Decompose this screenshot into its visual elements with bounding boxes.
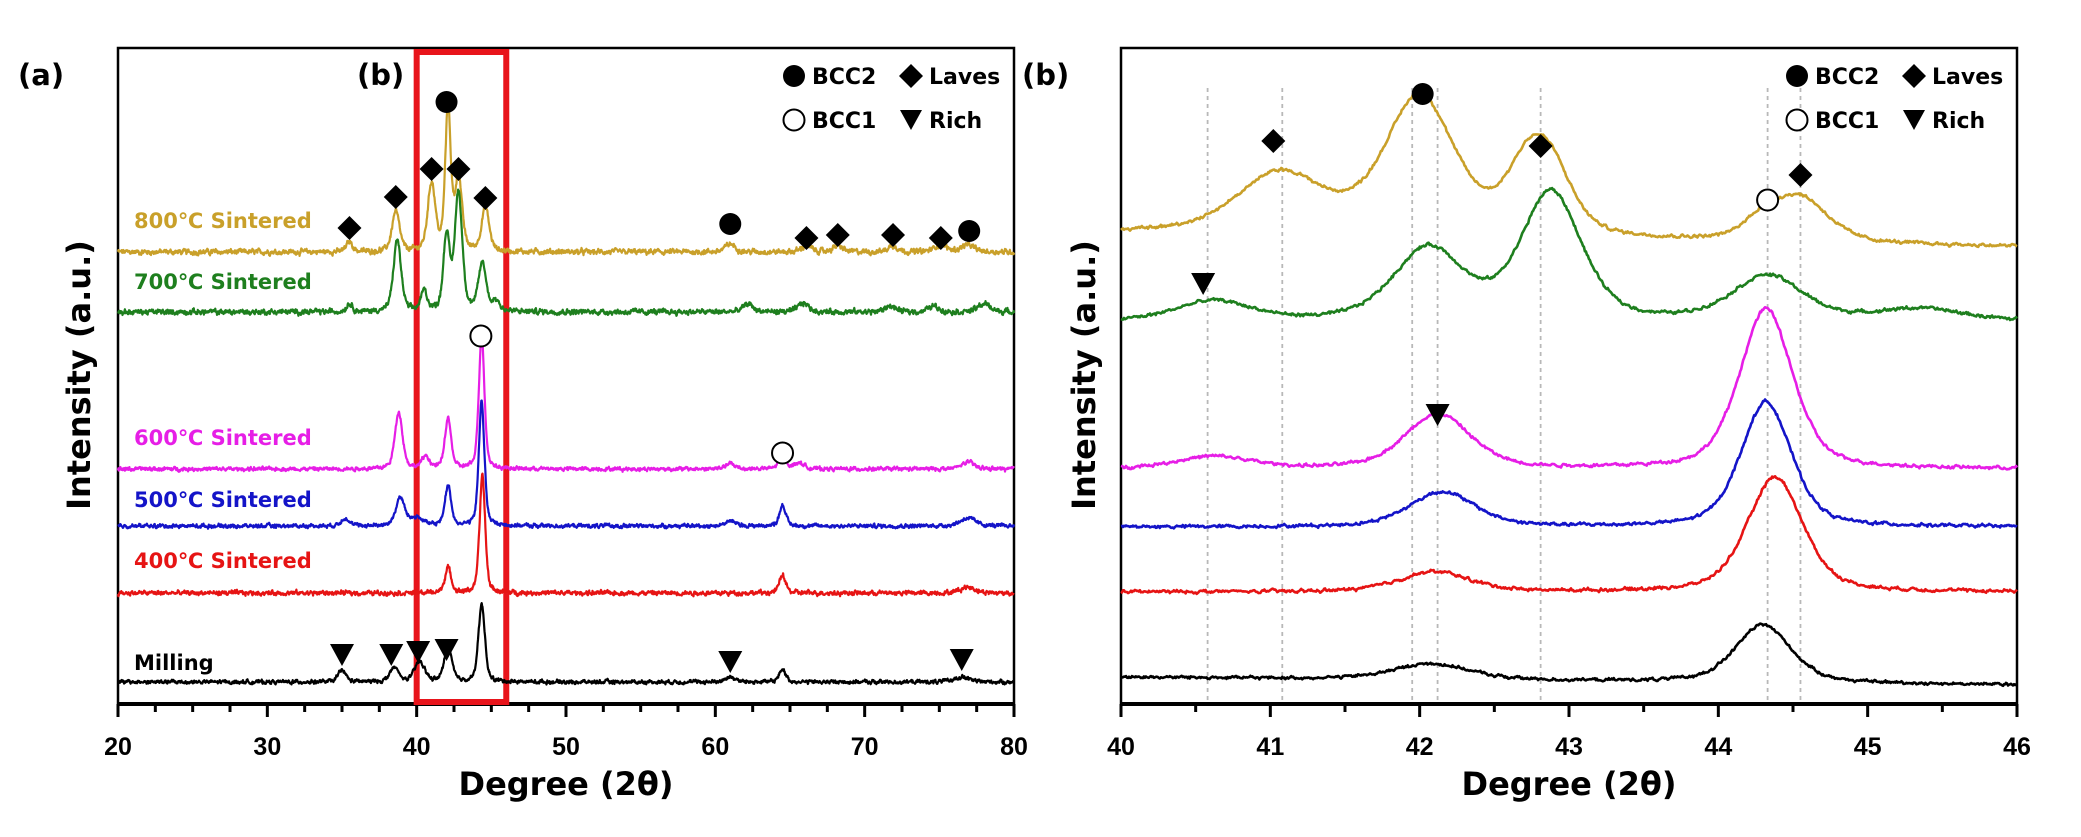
laves-marker — [825, 223, 850, 247]
series-line-500-sintered — [117, 399, 1016, 530]
rich-marker — [330, 644, 354, 666]
laves-marker — [337, 216, 362, 240]
series-line-400-sintered — [1120, 475, 2018, 596]
series-line-milling — [1120, 622, 2018, 688]
legend-bcc2-label: BCC2 — [812, 65, 876, 90]
panel-b-legend — [1785, 64, 1926, 132]
legend-bcc1-icon — [782, 108, 806, 132]
bcc2-marker — [435, 91, 458, 113]
rich-marker — [434, 639, 459, 661]
x-tick-label: 80 — [1000, 733, 1028, 761]
zoom-region-box — [413, 49, 510, 705]
rich-marker — [949, 649, 974, 671]
rich-marker — [406, 641, 431, 663]
laves-marker — [1528, 134, 1553, 158]
series-label-600: 600℃ Sintered — [134, 426, 312, 450]
bcc1-marker — [771, 441, 795, 465]
legend-rich-label: Rich — [1932, 109, 1985, 134]
series-line-milling — [117, 602, 1015, 686]
x-tick-label: 40 — [403, 733, 431, 761]
legend-bcc1-label: BCC1 — [812, 109, 876, 134]
series-line-700-sintered — [116, 188, 1016, 317]
legend-bcc2-icon — [783, 65, 805, 87]
laves-marker — [1261, 129, 1286, 153]
legend-bcc2-label: BCC2 — [1815, 65, 1879, 90]
legend-bcc1-icon — [1785, 108, 1809, 132]
x-tick-label: 43 — [1555, 733, 1583, 761]
series-line-700-sintered — [1120, 186, 2018, 322]
laves-marker — [446, 157, 471, 181]
panel-b-x-axis-title: Degree (2θ) — [1462, 765, 1677, 803]
series-line-500-sintered — [1120, 398, 2018, 530]
bcc2-marker — [1411, 83, 1434, 105]
legend-rich-icon — [1903, 110, 1925, 130]
x-tick-label: 40 — [1107, 733, 1135, 761]
laves-marker — [928, 226, 953, 250]
x-tick-label: 42 — [1406, 733, 1434, 761]
x-tick-label: 41 — [1256, 733, 1284, 761]
panel-b: (b) Intensity (a.u.) Degree (2θ) BCC2 Laves B… — [1022, 46, 2031, 803]
series-line-600-sintered — [116, 332, 1015, 473]
legend-bcc2-icon — [1786, 65, 1808, 87]
bcc2-marker — [958, 220, 981, 242]
series-line-400-sintered — [116, 472, 1015, 598]
laves-marker — [794, 226, 819, 250]
panel-b-y-axis-title: Intensity (a.u.) — [1065, 240, 1103, 510]
legend-rich-label: Rich — [929, 109, 982, 134]
x-tick-label: 50 — [552, 733, 580, 761]
legend-laves-icon — [1902, 64, 1926, 88]
bcc1-marker — [1756, 188, 1780, 212]
series-label-milling: Milling — [134, 651, 214, 675]
rich-marker — [379, 644, 404, 666]
series-line-800-sintered — [1120, 92, 2018, 249]
panel-a-y-axis-title: Intensity (a.u.) — [60, 240, 98, 510]
series-label-400: 400℃ Sintered — [134, 549, 312, 573]
x-tick-label: 70 — [851, 733, 879, 761]
series-label-800: 800℃ Sintered — [134, 209, 312, 233]
series-label-500: 500℃ Sintered — [134, 488, 312, 512]
rich-marker — [718, 651, 743, 673]
bcc1-marker — [469, 324, 493, 348]
x-tick-label: 20 — [104, 733, 132, 761]
x-tick-label: 60 — [701, 733, 729, 761]
x-tick-label: 46 — [2003, 733, 2031, 761]
panel-a-label: (a) — [18, 58, 64, 92]
legend-bcc1-label: BCC1 — [1815, 109, 1879, 134]
x-tick-label: 30 — [253, 733, 281, 761]
series-line-600-sintered — [1120, 305, 2019, 471]
legend-laves-label: Laves — [1932, 65, 2003, 90]
plot-frame — [116, 46, 1016, 706]
panel-a-legend — [782, 64, 923, 132]
laves-marker — [383, 185, 408, 209]
panel-a-x-axis-title: Degree (2θ) — [459, 765, 674, 803]
panel-b-label: (b) — [1022, 58, 1069, 92]
laves-marker — [1788, 163, 1813, 187]
rich-marker — [1425, 404, 1450, 426]
rich-marker — [1191, 273, 1216, 295]
x-tick-label: 44 — [1704, 733, 1732, 761]
panel-a: (a) (b) Intensity (a.u.) Degree (2θ) 800℃ Si… — [18, 46, 1028, 803]
zoom-box-label: (b) — [357, 58, 404, 92]
bcc2-marker — [719, 213, 742, 235]
series-line-800-sintered — [116, 98, 1016, 257]
laves-marker — [881, 223, 906, 247]
x-tick-label: 45 — [1854, 733, 1882, 761]
legend-laves-icon — [899, 64, 923, 88]
plot-frame — [1119, 46, 2019, 706]
legend-rich-icon — [900, 110, 922, 130]
laves-marker — [473, 186, 498, 210]
laves-marker — [419, 157, 444, 181]
legend-laves-label: Laves — [929, 65, 1000, 90]
series-label-700: 700℃ Sintered — [134, 270, 312, 294]
